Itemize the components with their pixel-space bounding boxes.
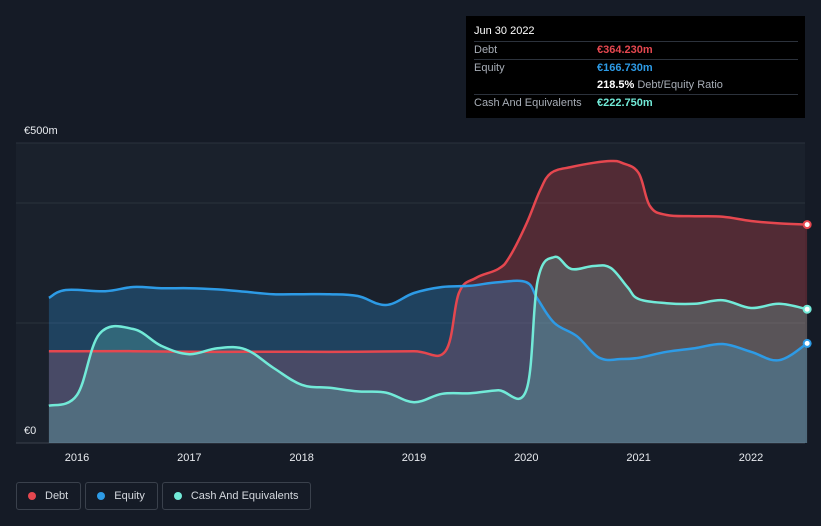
cash-area — [48, 256, 808, 443]
tooltip-cash-label: Cash And Equivalents — [474, 97, 582, 109]
cash-dot-icon — [173, 492, 182, 500]
equity-line — [48, 279, 808, 362]
tooltip-equity-label: Equity — [474, 62, 505, 74]
cash-end-marker — [802, 304, 812, 314]
tooltip-debt-value: €364.230m — [597, 44, 653, 56]
tooltip-ratio-value: 218.5% — [597, 79, 635, 91]
chart-end-markers — [802, 220, 812, 348]
legend-item-equity[interactable]: Equity — [85, 482, 158, 510]
tooltip-date: Jun 30 2022 — [474, 25, 535, 37]
chart-lines — [48, 159, 808, 408]
equity-dot-icon — [97, 492, 106, 500]
chart-grid — [16, 142, 805, 444]
tooltip-cash-value: €222.750m — [597, 97, 653, 109]
x-tick-2019: 2019 — [402, 452, 426, 464]
y-axis-max-label: €500m — [24, 125, 58, 137]
tooltip-ratio-label: Debt/Equity Ratio — [637, 79, 723, 91]
legend-equity-label: Equity — [114, 490, 145, 502]
x-axis-ticks: 2016 2017 2018 2019 2020 2021 2022 — [65, 452, 763, 464]
cash-line — [48, 255, 808, 408]
chart-legend: Debt Equity Cash And Equivalents — [16, 482, 312, 510]
legend-debt-label: Debt — [45, 490, 69, 502]
tooltip-row-cash: Cash And Equivalents €222.750m — [474, 94, 798, 112]
tooltip-equity-value: €166.730m — [597, 62, 653, 74]
equity-end-marker — [802, 338, 812, 348]
data-tooltip: Jun 30 2022 Debt €364.230m Equity €166.7… — [466, 16, 805, 118]
x-tick-2017: 2017 — [177, 452, 201, 464]
chart-areas — [48, 160, 808, 443]
tooltip-debt-label: Debt — [474, 44, 498, 56]
debt-dot-icon — [28, 492, 36, 500]
debt-end-marker — [802, 220, 812, 230]
x-tick-2020: 2020 — [514, 452, 538, 464]
legend-item-cash[interactable]: Cash And Equivalents — [161, 482, 312, 510]
x-tick-2021: 2021 — [626, 452, 650, 464]
tooltip-row-equity: Equity €166.730m — [474, 59, 798, 77]
x-tick-2016: 2016 — [65, 452, 89, 464]
tooltip-ratio-spacer — [474, 77, 597, 94]
plot-background — [16, 143, 805, 443]
legend-item-debt[interactable]: Debt — [16, 482, 82, 510]
debt-line — [48, 159, 808, 358]
tooltip-row-debt: Debt €364.230m — [474, 41, 798, 59]
x-tick-2018: 2018 — [289, 452, 313, 464]
x-tick-2022: 2022 — [739, 452, 763, 464]
debt-area — [48, 160, 808, 443]
equity-area — [48, 280, 808, 443]
legend-cash-label: Cash And Equivalents — [190, 490, 299, 502]
y-axis-zero-label: €0 — [24, 425, 37, 437]
tooltip-row-ratio: 218.5% Debt/Equity Ratio — [474, 77, 798, 94]
